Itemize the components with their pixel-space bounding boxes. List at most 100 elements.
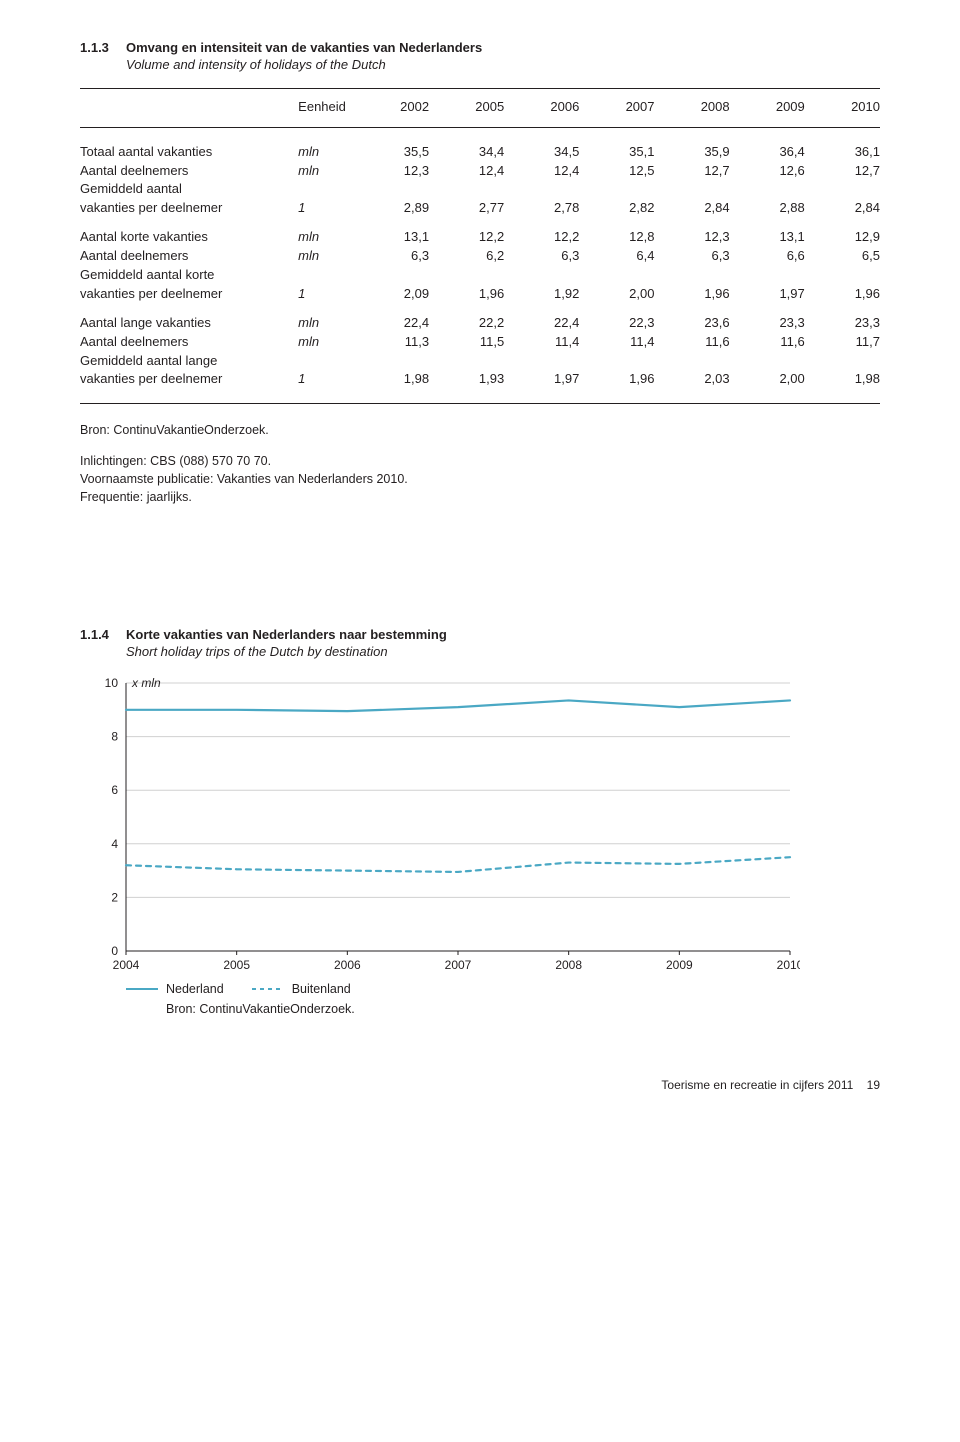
line-chart: 0246810x mln2004200520062007200820092010: [80, 675, 800, 975]
row-value: 6,6: [730, 247, 805, 266]
row-value: 1,92: [504, 285, 579, 304]
row-value: 12,9: [805, 228, 880, 247]
row-value: 35,1: [579, 143, 654, 162]
row-value: 35,9: [654, 143, 729, 162]
row-value: 11,6: [654, 333, 729, 352]
row-value: 6,3: [354, 247, 429, 266]
header-cell-year: 2007: [579, 93, 654, 122]
table-row: Aantal deelnemersmln11,311,511,411,411,6…: [80, 333, 880, 352]
row-value: 12,3: [654, 228, 729, 247]
row-value: 12,2: [504, 228, 579, 247]
svg-text:2007: 2007: [445, 958, 472, 972]
row-value: 11,6: [730, 333, 805, 352]
row-value: 1,96: [654, 285, 729, 304]
row-value: [805, 266, 880, 285]
row-value: 12,5: [579, 162, 654, 181]
row-unit: [298, 266, 354, 285]
row-unit: 1: [298, 370, 354, 389]
row-value: 2,09: [354, 285, 429, 304]
row-unit: [298, 180, 354, 199]
footer-page: 19: [867, 1078, 880, 1092]
section-title-en: Volume and intensity of holidays of the …: [126, 57, 482, 74]
row-value: 6,4: [579, 247, 654, 266]
row-label: Totaal aantal vakanties: [80, 143, 298, 162]
svg-text:0: 0: [111, 944, 118, 958]
row-value: 11,7: [805, 333, 880, 352]
row-unit: 1: [298, 285, 354, 304]
row-unit: mln: [298, 314, 354, 333]
section-1-header: 1.1.3 Omvang en intensiteit van de vakan…: [80, 40, 880, 74]
row-value: 12,2: [429, 228, 504, 247]
table-bottom-rule: [80, 403, 880, 404]
row-unit: mln: [298, 333, 354, 352]
row-label: Aantal lange vakanties: [80, 314, 298, 333]
legend-source: Bron: ContinuVakantieOnderzoek.: [166, 1001, 355, 1017]
table-row: vakanties per deelnemer12,091,961,922,00…: [80, 285, 880, 304]
chart-container: 0246810x mln2004200520062007200820092010: [80, 675, 880, 975]
row-label: Aantal deelnemers: [80, 247, 298, 266]
row-value: 1,93: [429, 370, 504, 389]
row-label: vakanties per deelnemer: [80, 199, 298, 218]
info-line-2: Voornaamste publicatie: Vakanties van Ne…: [80, 471, 880, 487]
row-value: 2,03: [654, 370, 729, 389]
svg-text:2: 2: [111, 891, 118, 905]
row-value: 12,4: [504, 162, 579, 181]
svg-text:2010: 2010: [777, 958, 800, 972]
header-cell-year: 2010: [805, 93, 880, 122]
row-value: 34,5: [504, 143, 579, 162]
header-cell-year: 2002: [354, 93, 429, 122]
row-value: 22,4: [504, 314, 579, 333]
table-header-row: Eenheid2002200520062007200820092010: [80, 93, 880, 122]
footer-text: Toerisme en recreatie in cijfers 2011: [661, 1078, 853, 1092]
row-value: 6,2: [429, 247, 504, 266]
row-value: 23,3: [730, 314, 805, 333]
section-titles: Korte vakanties van Nederlanders naar be…: [126, 627, 447, 661]
row-value: 13,1: [354, 228, 429, 247]
row-unit: [298, 352, 354, 371]
row-value: 6,5: [805, 247, 880, 266]
row-value: 12,6: [730, 162, 805, 181]
row-value: 2,78: [504, 199, 579, 218]
header-rule: [80, 122, 880, 133]
row-value: 13,1: [730, 228, 805, 247]
row-value: [354, 352, 429, 371]
legend-swatch-dash: [252, 988, 284, 990]
row-value: 1,97: [504, 370, 579, 389]
row-value: 11,4: [579, 333, 654, 352]
table-row: Aantal deelnemersmln12,312,412,412,512,7…: [80, 162, 880, 181]
spacer: [80, 441, 880, 451]
section-number: 1.1.4: [80, 627, 126, 661]
row-value: [805, 180, 880, 199]
row-label: Gemiddeld aantal lange: [80, 352, 298, 371]
svg-text:2009: 2009: [666, 958, 693, 972]
row-label: Aantal deelnemers: [80, 333, 298, 352]
svg-text:2004: 2004: [113, 958, 140, 972]
row-value: 12,7: [654, 162, 729, 181]
row-value: 1,98: [354, 370, 429, 389]
row-value: 23,3: [805, 314, 880, 333]
row-label: Gemiddeld aantal korte: [80, 266, 298, 285]
row-value: [579, 352, 654, 371]
row-value: 1,97: [730, 285, 805, 304]
row-label: Aantal korte vakanties: [80, 228, 298, 247]
row-value: [730, 180, 805, 199]
section-2-header: 1.1.4 Korte vakanties van Nederlanders n…: [80, 627, 880, 661]
row-value: [504, 180, 579, 199]
row-value: 12,4: [429, 162, 504, 181]
row-value: 11,4: [504, 333, 579, 352]
row-value: 36,4: [730, 143, 805, 162]
row-value: 2,84: [654, 199, 729, 218]
legend-swatch-solid: [126, 988, 158, 990]
row-value: 11,3: [354, 333, 429, 352]
svg-text:x mln: x mln: [131, 676, 161, 690]
row-value: 22,4: [354, 314, 429, 333]
row-value: 2,88: [730, 199, 805, 218]
section-title-nl: Omvang en intensiteit van de vakanties v…: [126, 40, 482, 57]
row-label: Aantal deelnemers: [80, 162, 298, 181]
row-label: vakanties per deelnemer: [80, 370, 298, 389]
row-value: [730, 266, 805, 285]
info-line-3: Frequentie: jaarlijks.: [80, 489, 880, 505]
source-line: Bron: ContinuVakantieOnderzoek.: [80, 422, 880, 438]
row-value: 2,82: [579, 199, 654, 218]
row-value: 2,00: [730, 370, 805, 389]
